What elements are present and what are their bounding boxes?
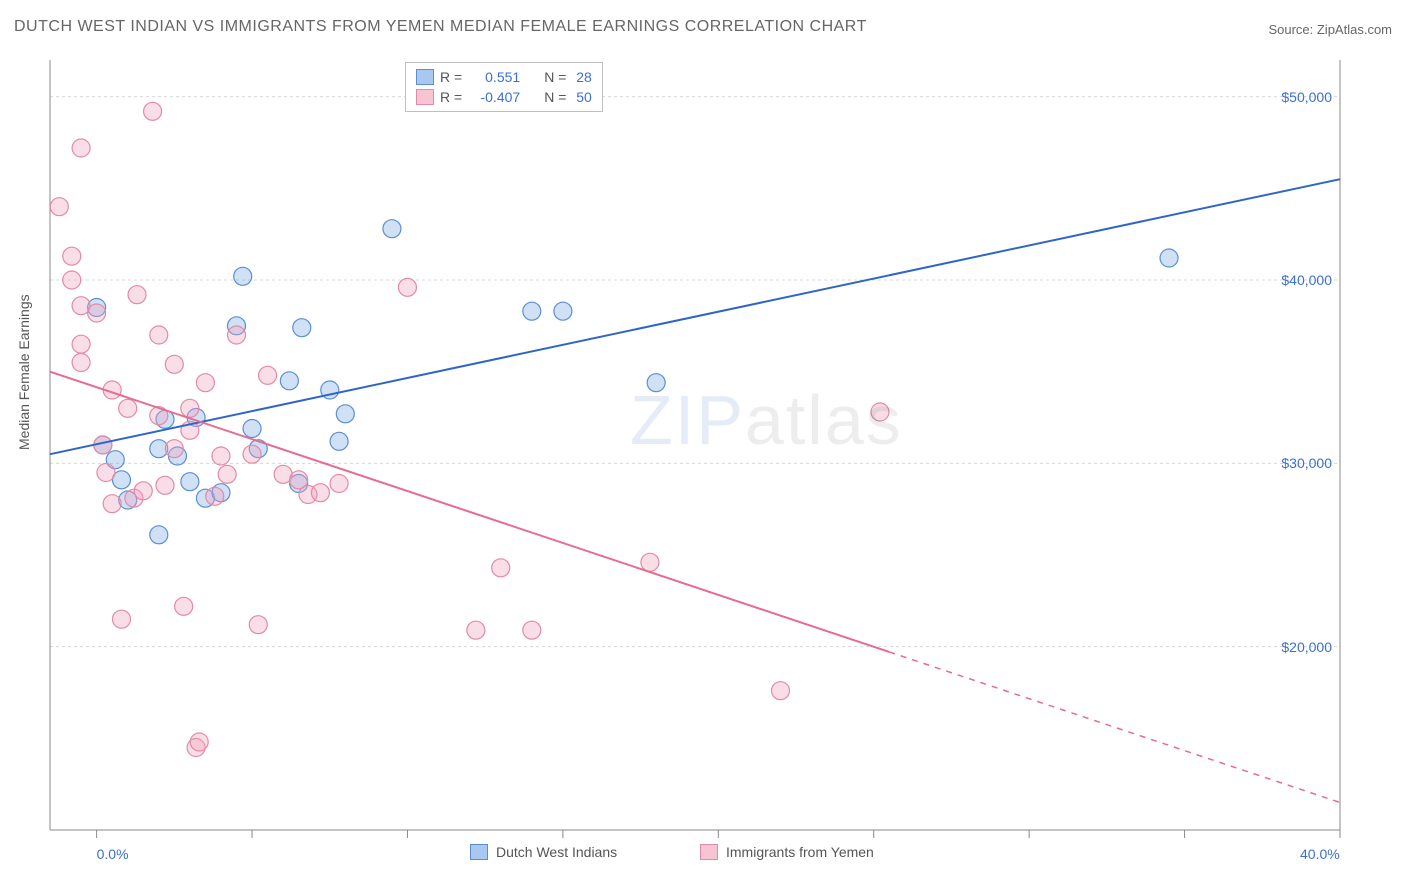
legend-label: Dutch West Indians	[496, 844, 617, 860]
y-tick-label: $50,000	[1281, 89, 1332, 105]
y-tick-label: $40,000	[1281, 272, 1332, 288]
correlation-chart	[0, 0, 1406, 892]
stats-legend: R = 0.551 N = 28 R = -0.407 N = 50	[405, 62, 603, 112]
x-tick-label: 40.0%	[1300, 846, 1340, 862]
r-label: R =	[440, 87, 462, 107]
n-value: 28	[572, 67, 591, 87]
n-label: N =	[544, 87, 566, 107]
x-tick-label: 0.0%	[97, 846, 129, 862]
y-tick-label: $30,000	[1281, 455, 1332, 471]
n-value: 50	[572, 87, 591, 107]
series-legend-dutch: Dutch West Indians	[470, 844, 617, 860]
stats-legend-row: R = -0.407 N = 50	[416, 87, 592, 107]
stats-legend-row: R = 0.551 N = 28	[416, 67, 592, 87]
r-value: 0.551	[468, 67, 520, 87]
r-value: -0.407	[468, 87, 520, 107]
n-label: N =	[544, 67, 566, 87]
y-tick-label: $20,000	[1281, 639, 1332, 655]
legend-swatch	[470, 844, 488, 860]
legend-swatch	[416, 89, 434, 105]
legend-swatch	[700, 844, 718, 860]
legend-swatch	[416, 69, 434, 85]
r-label: R =	[440, 67, 462, 87]
legend-label: Immigrants from Yemen	[726, 844, 874, 860]
series-legend-yemen: Immigrants from Yemen	[700, 844, 874, 860]
